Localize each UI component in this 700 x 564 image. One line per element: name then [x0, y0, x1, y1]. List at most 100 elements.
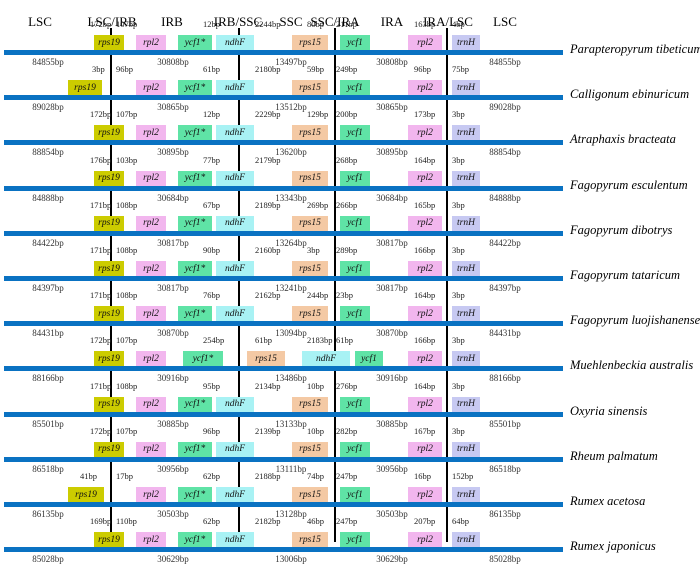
junction-line-jsa [334, 28, 336, 542]
distance-label: 207bp [414, 516, 436, 527]
region-length-lsc2: 84422bp [489, 237, 521, 248]
distance-label: 172bp [90, 335, 112, 346]
distance-label: 269bp [307, 199, 329, 210]
distance-label: 61bp [255, 335, 272, 346]
distance-label: 247bp [336, 471, 358, 481]
species-name: Fagopyrum luojishanense [570, 313, 700, 328]
gene-box-ndhF: rps15 [247, 351, 285, 367]
species-name: Fagopyrum tataricum [570, 268, 681, 282]
gene-box-rps19: rps19 [94, 215, 124, 231]
species-name: Rumex japonicus [570, 539, 656, 554]
gene-box-rps15: rps15 [292, 532, 328, 548]
distance-label: 107bp [116, 109, 138, 120]
species-name: Atraphaxis bracteata [570, 132, 676, 147]
distance-label: 110bp [116, 516, 137, 527]
gene-box-rps19: rps19 [94, 441, 124, 457]
gene-box-rpl2: rpl2 [136, 35, 166, 50]
distance-label: 3bp [452, 290, 465, 301]
gene-box-ycf1b: ycf1 [340, 487, 370, 502]
distance-label: 129bp [307, 109, 329, 120]
junction-line-jlb [110, 28, 112, 542]
gene-box-ndhF: ndhF [216, 80, 254, 96]
gene-box-rps15: rps15 [292, 261, 328, 276]
gene-box-rpl2: rpl2 [136, 306, 166, 322]
distance-label: 268bp [336, 154, 358, 165]
distance-label: 172bp [90, 19, 112, 29]
gene-box-ycf1: ycf1* [178, 125, 212, 141]
genome-bar [4, 185, 563, 191]
header-irb: IRB [161, 14, 183, 29]
gene-box-rpl2: rpl2 [136, 441, 166, 457]
region-length-lsc2: 86135bp [489, 509, 521, 519]
region-length-ira: 30895bp [376, 147, 408, 158]
distance-label: 74bp [307, 471, 324, 481]
gene-box-rpl2: rpl2 [136, 396, 166, 412]
distance-label: 62bp [203, 516, 220, 527]
distance-label: 289bp [336, 245, 358, 255]
region-length-lsc2: 84397bp [489, 283, 521, 293]
distance-label: 108bp [116, 380, 138, 391]
distance-label: 2188bp [255, 471, 281, 481]
gene-box-rpl2b: rpl2 [408, 261, 442, 276]
distance-label: 61bp [336, 335, 353, 346]
distance-label: 169bp [90, 516, 112, 527]
region-length-ira: 30503bp [376, 509, 408, 519]
region-length-lsc2: 85028bp [489, 554, 521, 564]
gene-box-rpl2b: rpl2 [408, 125, 442, 141]
distance-label: 64bp [452, 516, 469, 527]
distance-label: 3bp [92, 64, 105, 75]
gene-box-trnH: trnH [452, 306, 480, 322]
gene-box-trnH: trnH [452, 125, 480, 141]
distance-label: 249bp [336, 64, 358, 75]
gene-box-rps19: rps19 [94, 351, 124, 367]
region-length-lsc2: 88854bp [489, 147, 521, 158]
gene-box-ycf1: ycf1* [178, 306, 212, 322]
distance-label: 108bp [116, 245, 138, 255]
gene-box-rps15: rps15 [292, 80, 328, 96]
gene-box-ycf1b: ycf1 [340, 80, 370, 96]
gene-box-rps19: rps19 [94, 396, 124, 412]
region-length-irb: 30503bp [157, 509, 189, 519]
distance-label: 166bp [414, 335, 436, 346]
gene-box-trnH: trnH [452, 441, 480, 457]
distance-label: 2183bp [307, 335, 333, 346]
gene-box-rpl2b: rpl2 [408, 532, 442, 548]
region-length-lsc: 86135bp [32, 509, 64, 519]
region-length-irb: 30865bp [157, 102, 189, 113]
gene-box-rps15: ndhF [302, 351, 350, 367]
region-length-lsc: 84422bp [32, 237, 64, 248]
distance-label: 2139bp [255, 425, 281, 436]
distance-label: 96bp [116, 64, 133, 75]
distance-label: 3bp [452, 154, 465, 165]
gene-box-ndhF: ndhF [216, 170, 254, 186]
gene-box-ycf1: ycf1* [178, 35, 212, 50]
region-length-ssc: 13264bp [275, 237, 307, 248]
region-length-irb: 30808bp [157, 57, 189, 67]
region-length-irb: 30817bp [157, 283, 189, 293]
junction-line-jla [446, 28, 448, 542]
distance-label: 108bp [116, 199, 138, 210]
gene-box-trnH: trnH [452, 532, 480, 548]
region-length-lsc: 85501bp [32, 418, 64, 429]
region-length-irb: 30885bp [157, 418, 189, 429]
region-length-lsc2: 84888bp [489, 192, 521, 203]
gene-box-trnH: trnH [452, 487, 480, 502]
distance-label: 2182bp [255, 516, 281, 527]
region-length-ira: 30684bp [376, 192, 408, 203]
distance-label: 163bp [414, 19, 436, 29]
distance-label: 41bp [80, 471, 97, 481]
gene-box-rpl2: rpl2 [136, 532, 166, 548]
distance-label: 95bp [203, 380, 220, 391]
region-length-irb: 30870bp [157, 328, 189, 339]
genome-bar [4, 95, 563, 101]
region-length-lsc2: 85501bp [489, 418, 521, 429]
distance-label: 165bp [414, 199, 436, 210]
genome-bar [4, 276, 563, 281]
gene-box-ycf1b: ycf1 [340, 396, 370, 412]
gene-box-trnH: trnH [452, 80, 480, 96]
species-name: Parapteropyrum tibeticum [570, 42, 700, 56]
region-length-ssc: 13497bp [275, 57, 307, 67]
distance-label: 62bp [203, 471, 220, 481]
region-length-lsc: 84397bp [32, 283, 64, 293]
distance-label: 3bp [452, 199, 465, 210]
